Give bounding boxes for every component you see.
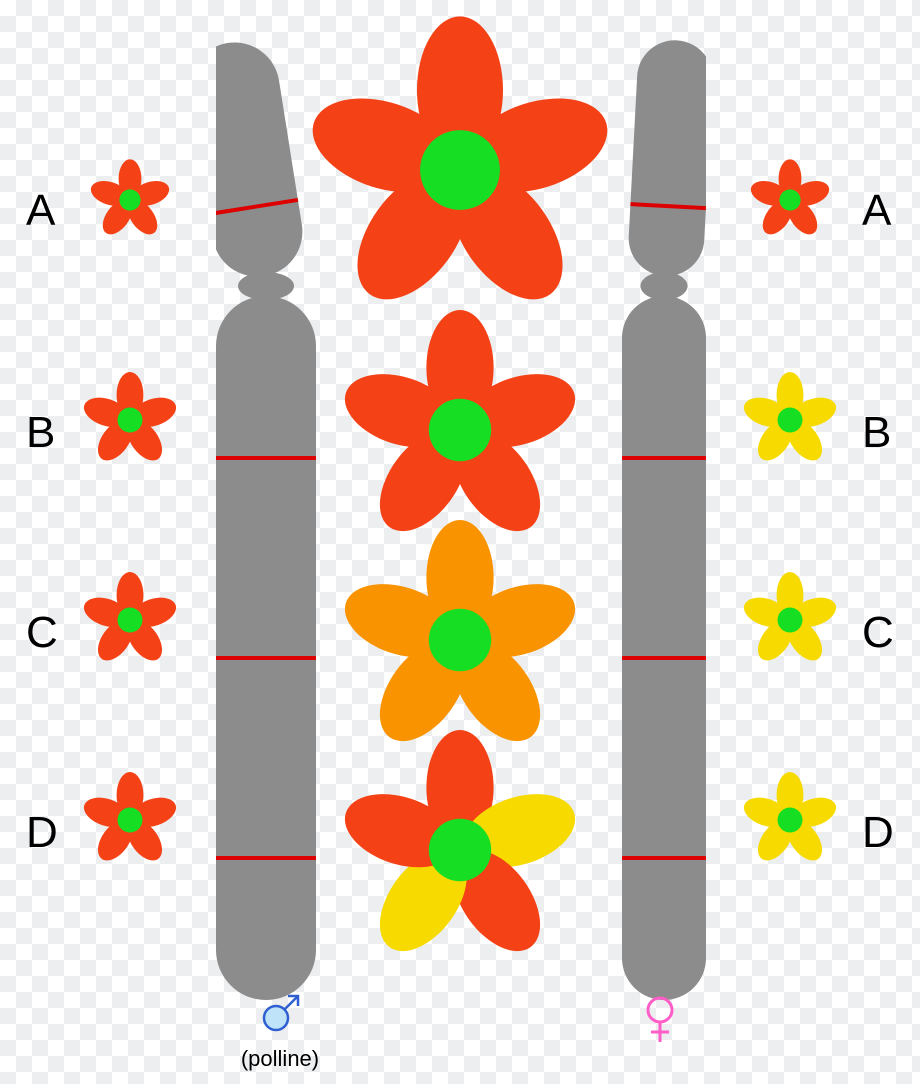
row-label-right-B: B — [862, 408, 891, 458]
flower-left-B — [82, 372, 178, 468]
chromosome-left — [216, 40, 316, 1000]
flower-right-B — [742, 372, 838, 468]
flower-center-B — [340, 310, 580, 550]
flower-right-D — [742, 772, 838, 868]
female-symbol-icon — [635, 994, 685, 1054]
row-label-right-D: D — [862, 808, 894, 858]
row-label-right-C: C — [862, 608, 894, 658]
row-label-right-A: A — [862, 186, 891, 236]
diagram-stage: A B C D A B C D (polline) — [0, 0, 920, 1084]
flower-right-C — [742, 572, 838, 668]
row-label-left-D: D — [26, 808, 58, 858]
flower-left-A — [89, 159, 171, 241]
flower-center-C — [340, 520, 580, 760]
row-label-left-B: B — [26, 408, 55, 458]
male-caption: (polline) — [220, 1046, 340, 1072]
flower-center-D — [340, 730, 580, 970]
flower-right-A — [749, 159, 831, 241]
row-label-left-A: A — [26, 186, 55, 236]
chromosome-right — [622, 40, 706, 1000]
flower-left-D — [82, 772, 178, 868]
flower-center-A — [306, 16, 613, 323]
male-symbol-icon — [250, 984, 310, 1044]
flower-left-C — [82, 572, 178, 668]
row-label-left-C: C — [26, 608, 58, 658]
